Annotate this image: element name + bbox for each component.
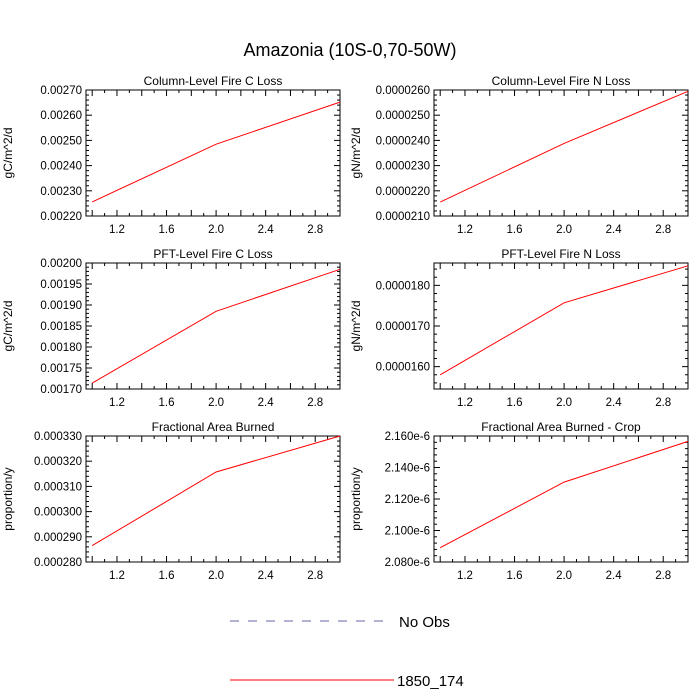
y-tick-label: 0.0000210 bbox=[376, 211, 430, 223]
y-tick-label: 2.160e-6 bbox=[385, 431, 430, 443]
y-tick-label: 0.00250 bbox=[40, 135, 82, 147]
plot-frame bbox=[433, 435, 689, 563]
panel-5: Fractional Area Burned proportion/y 1.2 1.6… bbox=[1, 420, 341, 582]
x-tick-label: 2.4 bbox=[258, 224, 275, 236]
panel-title: PFT-Level Fire C Loss bbox=[153, 247, 272, 261]
y-tick-label: 0.00190 bbox=[40, 300, 82, 312]
y-tick-label: 0.0000260 bbox=[376, 85, 430, 97]
y-tick-label: 0.000320 bbox=[34, 456, 82, 468]
y-tick-label: 0.0000230 bbox=[376, 161, 430, 173]
plot-frame bbox=[433, 262, 689, 390]
plot-frame bbox=[85, 435, 341, 563]
x-tick-label: 2.8 bbox=[655, 570, 671, 582]
panel-3: PFT-Level Fire C Loss gC/m^2/d 1.2 1.6 2.0 2.… bbox=[1, 247, 341, 409]
series-line-1850-174 bbox=[439, 265, 689, 376]
x-tick-label: 1.6 bbox=[159, 397, 175, 409]
y-tick-label: 0.0000250 bbox=[376, 110, 430, 122]
x-tick-label: 2.0 bbox=[556, 397, 572, 409]
panel-title: Fractional Area Burned bbox=[152, 420, 275, 434]
legend: No Obs 1850_174 bbox=[230, 614, 464, 690]
y-tick-label: 0.00185 bbox=[40, 321, 82, 333]
y-axis-label: proportion/y bbox=[1, 467, 15, 530]
y-tick-label: 0.0000240 bbox=[376, 135, 430, 147]
panel-1: Column-Level Fire C Loss gC/m^2/d 1.2 1.6 2.… bbox=[1, 74, 341, 236]
y-tick-label: 0.00270 bbox=[40, 85, 82, 97]
y-tick-label: 0.000330 bbox=[34, 431, 82, 443]
legend-label-no-obs: No Obs bbox=[399, 614, 450, 631]
plot-frame bbox=[85, 89, 341, 217]
series-line-1850-174 bbox=[91, 101, 341, 203]
y-tick-label: 2.080e-6 bbox=[385, 557, 430, 569]
x-tick-label: 1.6 bbox=[507, 570, 523, 582]
panels: Column-Level Fire C Loss gC/m^2/d 1.2 1.6 2.… bbox=[1, 74, 689, 582]
x-tick-label: 1.2 bbox=[109, 570, 125, 582]
x-tick-label: 2.8 bbox=[655, 397, 671, 409]
y-tick-label: 0.0000160 bbox=[376, 362, 430, 374]
x-tick-label: 2.4 bbox=[258, 397, 275, 409]
panel-title: Column-Level Fire N Loss bbox=[492, 74, 631, 88]
legend-label-1850-174: 1850_174 bbox=[397, 673, 464, 690]
x-tick-label: 1.6 bbox=[159, 570, 175, 582]
series-line-1850-174 bbox=[439, 90, 689, 203]
y-tick-label: 0.0000220 bbox=[376, 186, 430, 198]
panel-title: Fractional Area Burned - Crop bbox=[481, 420, 641, 434]
x-tick-label: 1.2 bbox=[457, 397, 473, 409]
panel-title: Column-Level Fire C Loss bbox=[144, 74, 283, 88]
y-tick-label: 0.00260 bbox=[40, 110, 82, 122]
x-tick-label: 2.0 bbox=[208, 224, 224, 236]
panel-6: Fractional Area Burned - Crop proportion/… bbox=[349, 420, 689, 582]
y-tick-label: 2.140e-6 bbox=[385, 463, 430, 475]
y-tick-label: 0.00175 bbox=[40, 363, 82, 375]
y-axis-label: gN/m^2/d bbox=[349, 128, 363, 179]
x-tick-label: 2.4 bbox=[258, 570, 275, 582]
y-tick-label: 0.00195 bbox=[40, 279, 82, 291]
y-tick-label: 0.00200 bbox=[40, 258, 82, 270]
y-tick-label: 0.000300 bbox=[34, 507, 82, 519]
panel-title: PFT-Level Fire N Loss bbox=[501, 247, 620, 261]
x-tick-label: 1.6 bbox=[507, 224, 523, 236]
y-tick-label: 0.00240 bbox=[40, 161, 82, 173]
panel-2: Column-Level Fire N Loss gN/m^2/d 1.2 1.6 2.… bbox=[349, 74, 689, 236]
y-axis-label: gN/m^2/d bbox=[349, 301, 363, 352]
y-tick-label: 0.00230 bbox=[40, 186, 82, 198]
y-axis-label: gC/m^2/d bbox=[1, 128, 15, 179]
y-axis-label: gC/m^2/d bbox=[1, 301, 15, 352]
x-tick-label: 2.0 bbox=[208, 570, 224, 582]
series-line-1850-174 bbox=[439, 440, 689, 549]
y-tick-label: 2.120e-6 bbox=[385, 494, 430, 506]
x-tick-label: 1.2 bbox=[109, 224, 125, 236]
x-tick-label: 2.4 bbox=[606, 570, 623, 582]
x-tick-label: 2.4 bbox=[606, 397, 623, 409]
plot-frame bbox=[433, 89, 689, 217]
y-axis-label: proportion/y bbox=[349, 467, 363, 530]
x-tick-label: 1.2 bbox=[109, 397, 125, 409]
series-line-1850-174 bbox=[91, 435, 341, 547]
y-tick-label: 0.00170 bbox=[40, 384, 82, 396]
x-tick-label: 2.8 bbox=[655, 224, 671, 236]
x-tick-label: 2.8 bbox=[307, 397, 323, 409]
x-tick-label: 1.6 bbox=[507, 397, 523, 409]
x-tick-label: 1.2 bbox=[457, 224, 473, 236]
y-tick-label: 0.0000180 bbox=[376, 280, 430, 292]
x-tick-label: 2.0 bbox=[556, 570, 572, 582]
x-tick-label: 1.2 bbox=[457, 570, 473, 582]
panel-4: PFT-Level Fire N Loss gN/m^2/d 1.2 1.6 2.0 2.… bbox=[349, 247, 689, 409]
y-tick-label: 0.00220 bbox=[40, 211, 82, 223]
x-tick-label: 2.0 bbox=[556, 224, 572, 236]
x-tick-label: 2.0 bbox=[208, 397, 224, 409]
y-tick-label: 0.000280 bbox=[34, 557, 82, 569]
y-tick-label: 2.100e-6 bbox=[385, 526, 430, 538]
x-tick-label: 1.6 bbox=[159, 224, 175, 236]
y-tick-label: 0.0000170 bbox=[376, 321, 430, 333]
x-tick-label: 2.8 bbox=[307, 570, 323, 582]
figure-title: Amazonia (10S-0,70-50W) bbox=[243, 40, 456, 60]
y-tick-label: 0.000290 bbox=[34, 532, 82, 544]
x-tick-label: 2.8 bbox=[307, 224, 323, 236]
x-tick-label: 2.4 bbox=[606, 224, 623, 236]
y-tick-label: 0.000310 bbox=[34, 481, 82, 493]
y-tick-label: 0.00180 bbox=[40, 342, 82, 354]
series-line-1850-174 bbox=[91, 268, 341, 384]
